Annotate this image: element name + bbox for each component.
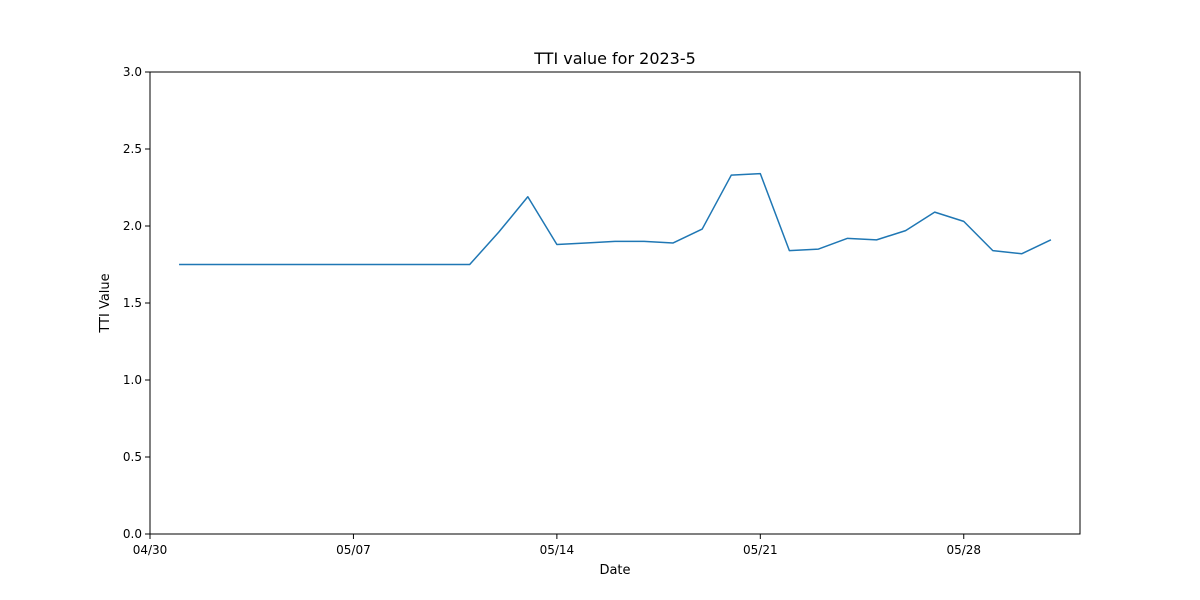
y-tick-label: 2.0 [123,219,142,233]
x-tick-label: 05/21 [743,543,778,557]
y-tick-label: 3.0 [123,65,142,79]
y-tick-label: 2.5 [123,142,142,156]
chart-title: TTI value for 2023-5 [533,49,696,68]
y-tick-label: 0.0 [123,527,142,541]
y-axis-label: TTI Value [98,273,113,333]
y-tick-label: 1.0 [123,373,142,387]
plot-area: 0.0 0.5 1.0 1.5 2.0 2.5 3.0 04/30 05/07 05/14 05/2… [123,65,1081,557]
y-tick-label: 0.5 [123,450,142,464]
y-tick-label: 1.5 [123,296,142,310]
x-axis-label: Date [599,563,630,578]
x-tick-label: 05/07 [336,543,371,557]
x-tick-label: 04/30 [133,543,168,557]
x-tick-label: 05/14 [540,543,575,557]
x-tick-label: 05/28 [946,543,981,557]
series-line-0 [179,172,1052,266]
